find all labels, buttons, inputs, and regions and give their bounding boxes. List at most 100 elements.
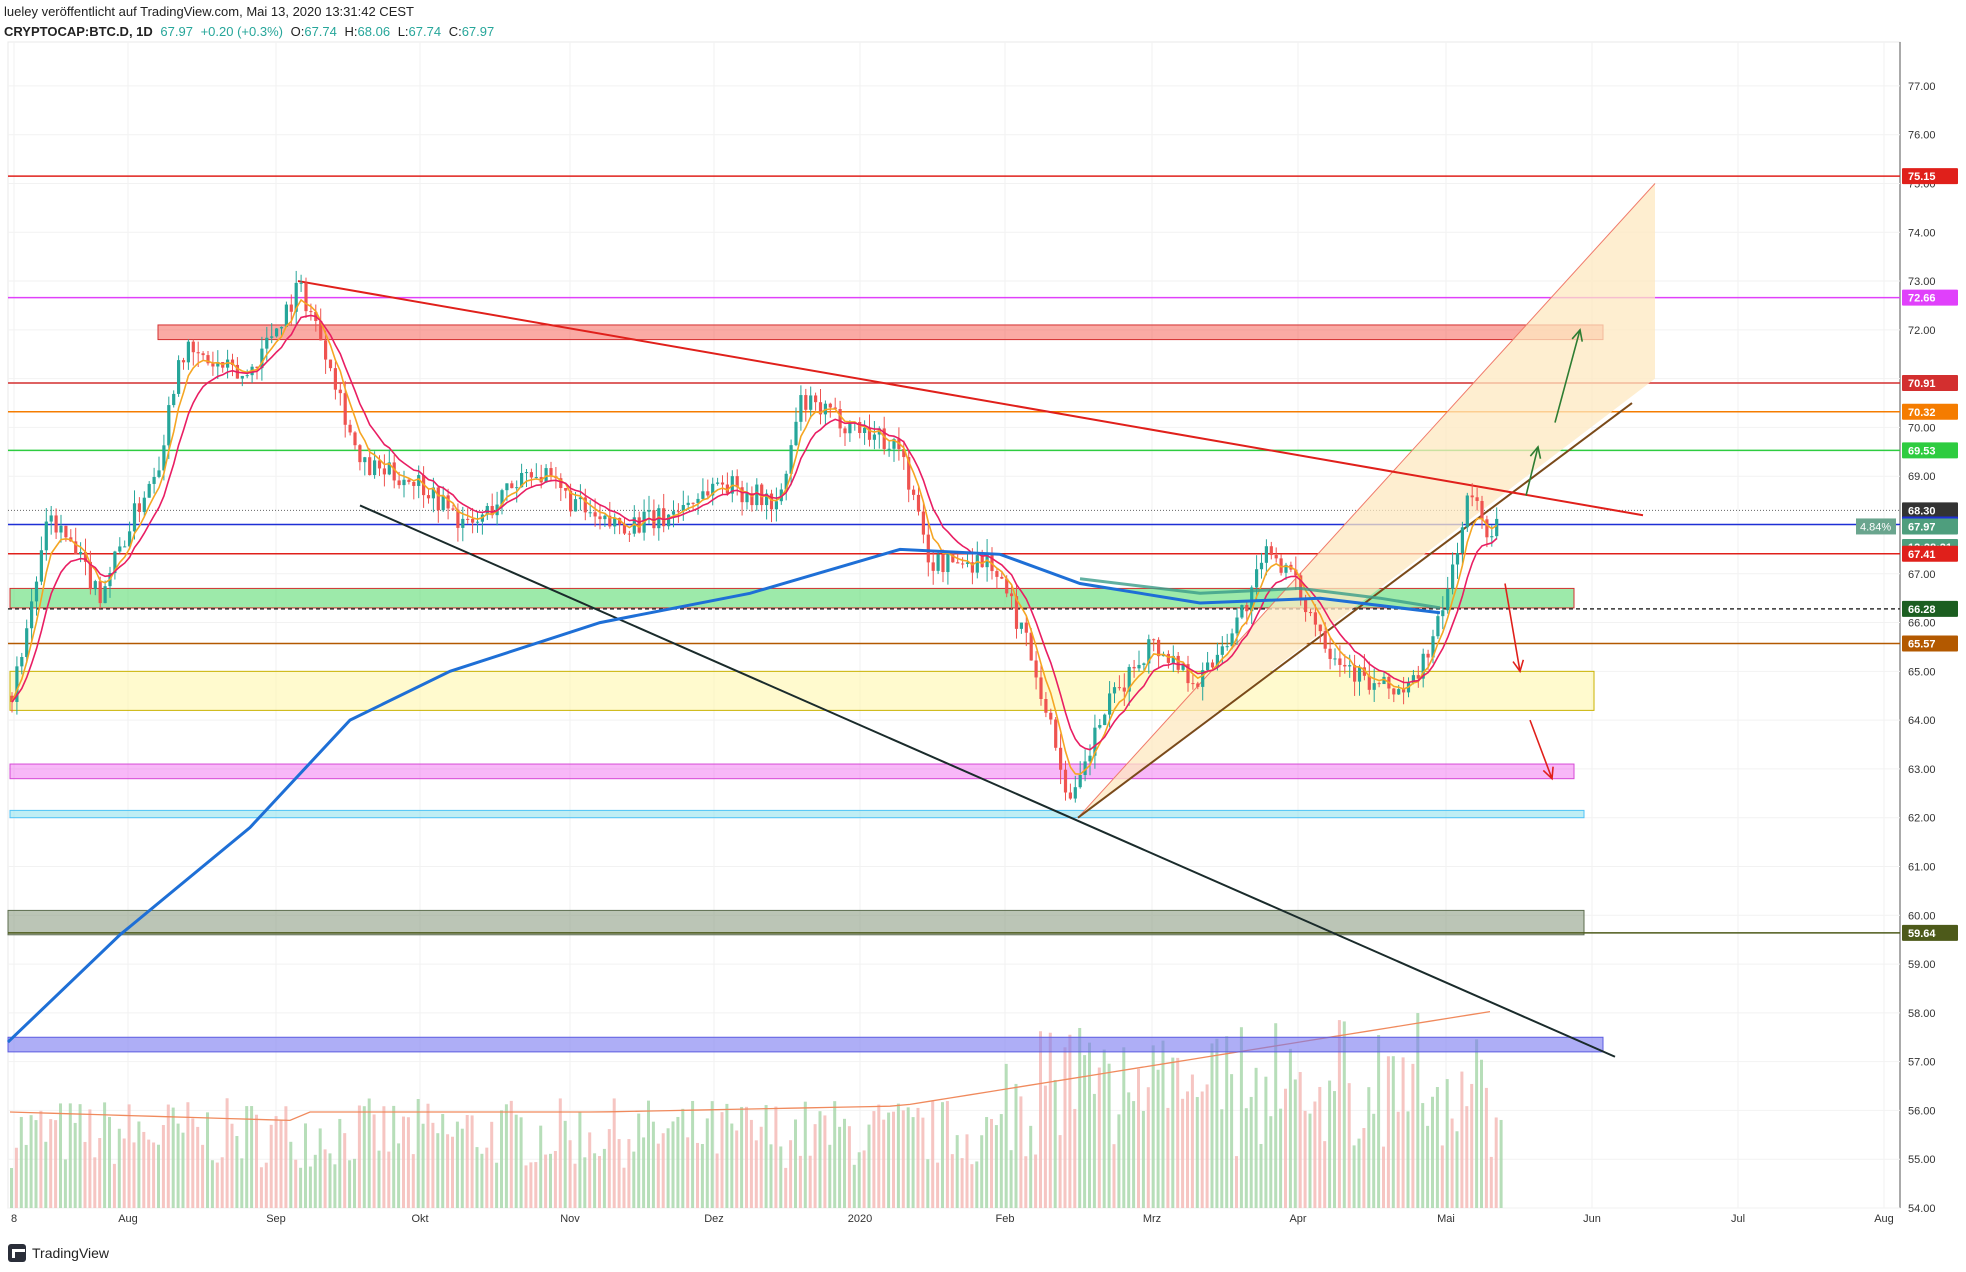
candle-body <box>1411 675 1415 684</box>
volume-bar <box>892 1111 895 1208</box>
tradingview-icon <box>8 1244 26 1262</box>
candle-body <box>299 282 303 284</box>
candle-body <box>377 460 382 469</box>
x-tick-label: Mai <box>1437 1213 1455 1225</box>
candle-body <box>201 353 205 356</box>
candle-body <box>412 481 416 486</box>
candle-body <box>402 479 406 486</box>
candle-body <box>162 445 166 471</box>
candle-body <box>309 311 313 313</box>
candle-body <box>520 472 524 488</box>
volume-bar <box>598 1156 601 1208</box>
candle-body <box>177 360 181 394</box>
candle-body <box>549 468 553 477</box>
volume-bar <box>274 1116 278 1208</box>
volume-bar <box>10 1167 13 1208</box>
tradingview-logo[interactable]: TradingView <box>8 1244 109 1262</box>
volume-bar <box>1190 1074 1194 1208</box>
candle-body <box>622 524 627 534</box>
volume-bar <box>1401 1057 1405 1208</box>
volume-bar <box>191 1118 195 1208</box>
candle-body <box>505 483 509 491</box>
y-tick-label: 73.00 <box>1908 276 1936 288</box>
volume-bar <box>475 1147 479 1208</box>
x-tick-label: Dez <box>704 1213 724 1225</box>
candle-body <box>1191 683 1195 685</box>
volume-bar <box>34 1120 38 1208</box>
volume-bar <box>1455 1131 1459 1208</box>
candle-body <box>1000 576 1004 579</box>
price-chart[interactable]: 54.00 55.00 56.00 57.00 58.00 59.00 60.00 61.00… <box>0 0 1966 1234</box>
candle-body <box>103 586 107 604</box>
volume-bar <box>357 1105 361 1208</box>
y-tick-label: 56.00 <box>1908 1105 1936 1117</box>
volume-bar <box>54 1120 58 1208</box>
candle-body <box>809 395 813 410</box>
volume-bar <box>98 1138 102 1208</box>
volume-bar <box>887 1112 891 1208</box>
volume-bar <box>980 1135 984 1208</box>
candle-body <box>270 336 274 338</box>
candle-body <box>1083 761 1087 776</box>
volume-bar <box>1249 1096 1253 1208</box>
volume-bar <box>563 1120 567 1208</box>
candle-body <box>353 432 357 446</box>
volume-bar <box>397 1143 401 1208</box>
volume-bar <box>681 1108 685 1208</box>
candle-body <box>534 477 538 479</box>
volume-bar <box>1362 1127 1366 1208</box>
volume-bar <box>1386 1056 1390 1208</box>
volume-bar <box>710 1101 714 1208</box>
volume-bar <box>931 1101 935 1208</box>
percent-badge-bg <box>1856 518 1896 535</box>
volume-bar <box>436 1133 440 1208</box>
candle-body <box>426 495 431 499</box>
candle-body <box>500 490 504 505</box>
candle-body <box>1392 688 1396 695</box>
candle-body <box>1206 662 1210 671</box>
volume-bar <box>152 1142 156 1208</box>
volume-bar <box>1102 1049 1106 1208</box>
candle-body <box>1181 664 1185 670</box>
volume-bar <box>1499 1119 1503 1208</box>
candle-body <box>1230 633 1234 647</box>
candle-body <box>142 497 146 512</box>
y-tick-label: 72.00 <box>1908 325 1936 337</box>
volume-bar <box>1377 1035 1381 1208</box>
candle-body <box>382 468 386 475</box>
ema-mid-line <box>11 314 1498 751</box>
candle-body <box>828 403 832 408</box>
volume-bar <box>1215 1038 1219 1208</box>
close-value: 67.97 <box>461 24 495 39</box>
candle-body <box>1220 646 1224 655</box>
volume-bar <box>1347 1083 1351 1208</box>
candle-body <box>902 449 906 458</box>
candle-body <box>328 359 333 369</box>
candle-body <box>956 562 960 564</box>
volume-bar <box>485 1147 489 1208</box>
volume-bar <box>818 1111 822 1208</box>
candle-body <box>1264 546 1268 563</box>
candle-body <box>1362 667 1366 676</box>
volume-bar <box>1396 1111 1400 1208</box>
candle-body <box>1093 727 1097 756</box>
candle-body <box>1475 497 1479 501</box>
zone-red <box>157 324 1604 341</box>
volume-bar <box>220 1157 224 1208</box>
candle-body <box>1073 787 1077 799</box>
volume-bar <box>965 1134 969 1208</box>
candle-body <box>794 421 798 446</box>
volume-bar <box>421 1123 425 1208</box>
price-label-bg <box>1902 924 1958 941</box>
candle-body <box>608 515 612 527</box>
zone-green <box>9 587 1575 609</box>
volume-bar <box>1372 1113 1376 1208</box>
y-tick-label: 55.00 <box>1908 1154 1936 1166</box>
candle-body <box>1416 675 1420 679</box>
volume-bar <box>206 1112 209 1208</box>
volume-bar <box>1470 1083 1474 1208</box>
candle-body <box>804 395 808 410</box>
candle-body <box>1157 639 1161 657</box>
volume-bar <box>323 1149 327 1208</box>
candle-body <box>1269 546 1273 556</box>
